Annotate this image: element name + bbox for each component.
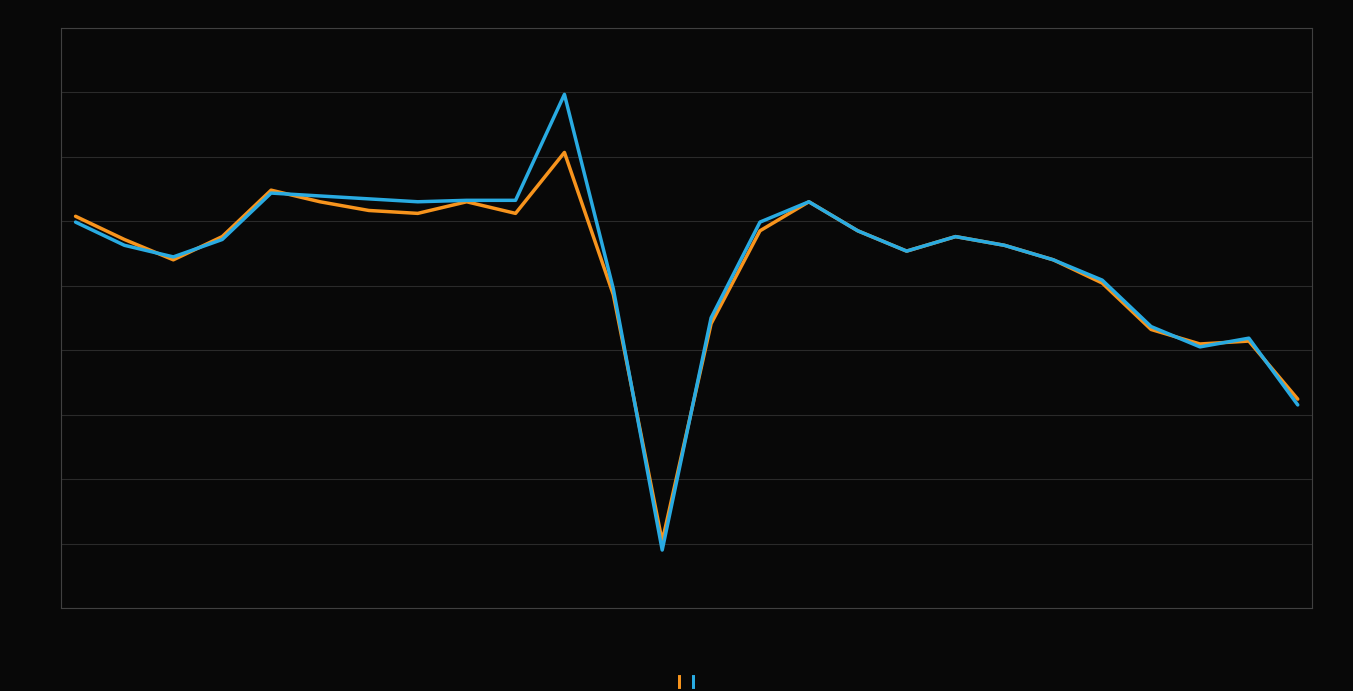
Legend: , : , <box>678 681 695 683</box>
